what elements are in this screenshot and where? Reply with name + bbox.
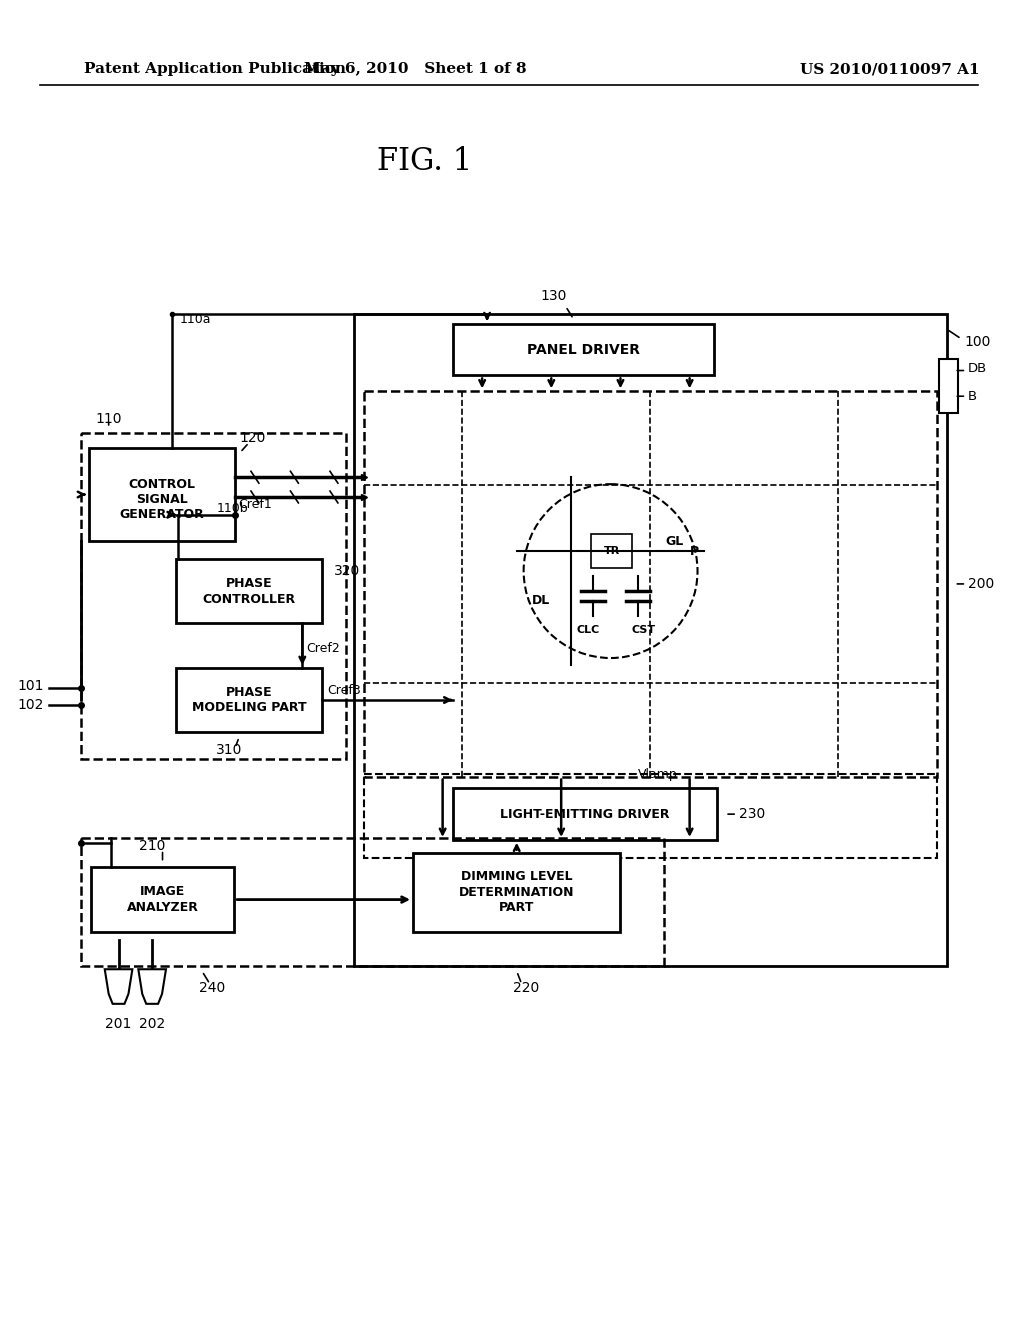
Text: DIMMING LEVEL: DIMMING LEVEL bbox=[461, 870, 572, 883]
Bar bbox=[591, 533, 633, 568]
Text: 100: 100 bbox=[965, 335, 990, 348]
Bar bbox=[413, 853, 621, 932]
Bar bbox=[176, 668, 323, 733]
Bar bbox=[453, 788, 717, 840]
Text: 202: 202 bbox=[139, 1016, 165, 1031]
Text: CONTROLLER: CONTROLLER bbox=[203, 593, 296, 606]
Text: GL: GL bbox=[665, 535, 683, 548]
Bar bbox=[176, 560, 323, 623]
Text: LIGHT-EMITTING DRIVER: LIGHT-EMITTING DRIVER bbox=[500, 808, 670, 821]
Bar bbox=[453, 325, 715, 375]
Text: PART: PART bbox=[499, 902, 535, 915]
Text: DL: DL bbox=[532, 594, 551, 607]
Text: 110b: 110b bbox=[216, 503, 248, 515]
Text: CLC: CLC bbox=[577, 626, 599, 635]
Bar bbox=[364, 391, 937, 776]
Bar bbox=[353, 314, 946, 966]
Text: Cref3: Cref3 bbox=[327, 684, 360, 697]
Bar bbox=[81, 433, 346, 759]
Text: 130: 130 bbox=[541, 289, 567, 304]
Text: 102: 102 bbox=[17, 698, 43, 713]
Text: 210: 210 bbox=[139, 838, 166, 853]
Polygon shape bbox=[138, 969, 166, 1003]
Text: 101: 101 bbox=[17, 678, 43, 693]
Text: 320: 320 bbox=[334, 564, 360, 578]
Text: Patent Application Publication: Patent Application Publication bbox=[84, 62, 346, 77]
Bar bbox=[364, 774, 937, 858]
Text: GENERATOR: GENERATOR bbox=[120, 508, 205, 521]
Text: P: P bbox=[689, 545, 698, 558]
Text: Vlamp: Vlamp bbox=[638, 768, 678, 781]
Text: CST: CST bbox=[631, 626, 655, 635]
Text: 110a: 110a bbox=[180, 313, 211, 326]
Text: PANEL DRIVER: PANEL DRIVER bbox=[527, 343, 640, 356]
Bar bbox=[939, 359, 958, 413]
Text: May 6, 2010   Sheet 1 of 8: May 6, 2010 Sheet 1 of 8 bbox=[304, 62, 526, 77]
Bar bbox=[89, 447, 236, 541]
Text: 200: 200 bbox=[969, 577, 994, 591]
Text: 110: 110 bbox=[95, 412, 122, 426]
Text: B: B bbox=[969, 389, 977, 403]
Text: PHASE: PHASE bbox=[225, 685, 272, 698]
Text: CONTROL: CONTROL bbox=[129, 478, 196, 491]
Text: TR: TR bbox=[603, 546, 620, 556]
Text: SIGNAL: SIGNAL bbox=[136, 492, 188, 506]
Text: US 2010/0110097 A1: US 2010/0110097 A1 bbox=[801, 62, 980, 77]
Text: 220: 220 bbox=[513, 981, 540, 995]
Text: MODELING PART: MODELING PART bbox=[191, 701, 306, 714]
Text: IMAGE: IMAGE bbox=[140, 886, 185, 898]
Text: PHASE: PHASE bbox=[225, 577, 272, 590]
Text: ANALYZER: ANALYZER bbox=[127, 902, 199, 913]
Text: 230: 230 bbox=[739, 807, 765, 821]
Text: 120: 120 bbox=[240, 430, 266, 445]
Text: DETERMINATION: DETERMINATION bbox=[459, 886, 574, 899]
Text: Cref2: Cref2 bbox=[306, 642, 340, 655]
Text: 240: 240 bbox=[199, 981, 225, 995]
Text: 310: 310 bbox=[216, 743, 243, 756]
Text: DB: DB bbox=[969, 362, 987, 375]
Bar bbox=[81, 838, 664, 966]
Text: Cref1: Cref1 bbox=[239, 499, 271, 511]
Text: 201: 201 bbox=[105, 1016, 132, 1031]
Text: FIG. 1: FIG. 1 bbox=[377, 145, 472, 177]
Polygon shape bbox=[104, 969, 132, 1003]
Bar bbox=[91, 867, 234, 932]
